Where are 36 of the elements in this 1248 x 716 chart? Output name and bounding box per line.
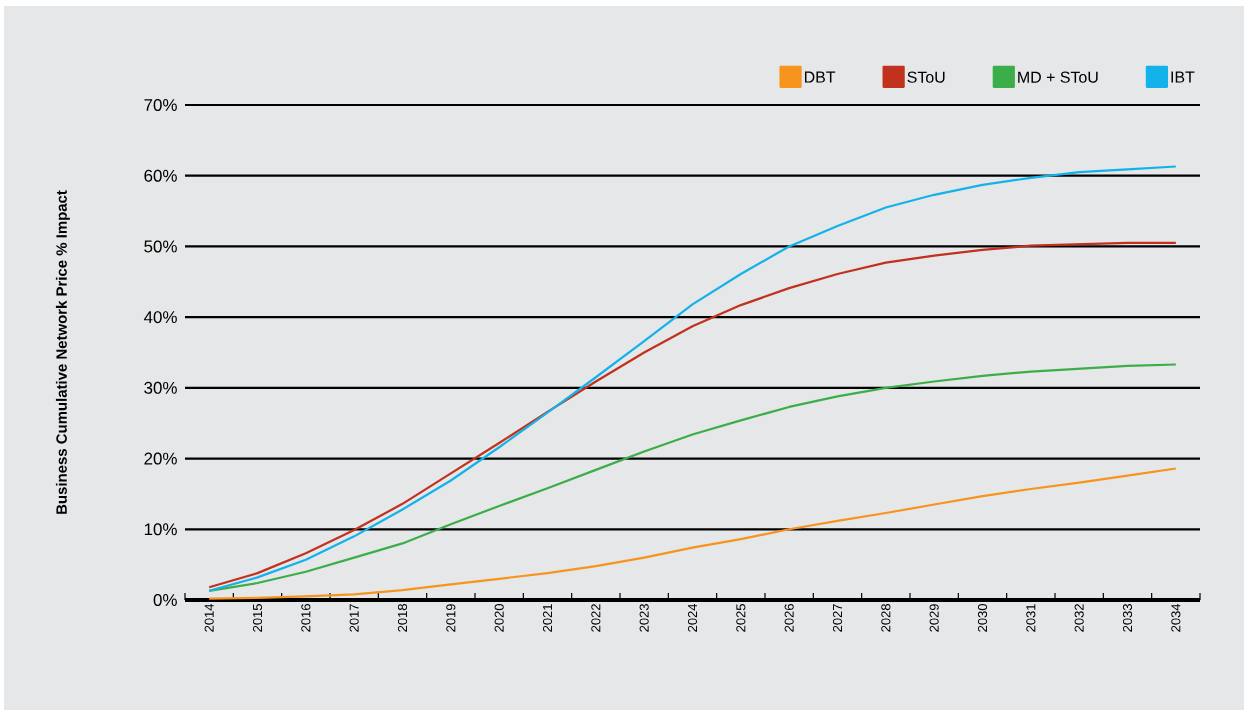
x-tick-label: 2033 (1122, 604, 1133, 632)
y-tick-label: 50% (144, 240, 177, 253)
x-tick-label: 2014 (204, 603, 214, 632)
x-tick-label: 2026 (784, 604, 794, 632)
x-tick-label: 2032 (1074, 604, 1084, 632)
y-tick-label: 40% (143, 311, 177, 324)
y-axis-title: Business Cumulative Network Price % Impact (55, 190, 70, 514)
x-tick-label: 2024 (687, 603, 698, 632)
x-tick-label: 2018 (397, 604, 408, 632)
x-tick-label: 2029 (929, 604, 939, 632)
x-tick-label: 2016 (301, 604, 311, 632)
x-tick-label: 2023 (639, 604, 649, 632)
x-tick-label: 2031 (1026, 604, 1036, 632)
y-tick-label: 20% (144, 452, 177, 465)
x-tick-label: 2020 (494, 604, 504, 632)
x-tick-label: 2034 (1171, 603, 1181, 632)
x-tick-label: 2027 (832, 604, 843, 632)
x-tick-label: 2022 (591, 604, 601, 632)
x-tick-label: 2028 (881, 604, 891, 632)
x-tick-label: 2021 (542, 604, 553, 632)
y-tick-label: 70% (144, 99, 177, 111)
y-tick-label: 30% (144, 381, 177, 394)
y-tick-label: 0% (153, 594, 177, 606)
x-tick-label: 2019 (446, 604, 456, 632)
legend-label: SToU (907, 71, 945, 83)
y-tick-label: 10% (144, 523, 177, 536)
y-tick-label: 60% (144, 169, 177, 182)
x-tick-label: 2017 (349, 604, 359, 632)
legend-label: IBT (1171, 71, 1195, 83)
line-series (208, 165, 1177, 592)
legend-label: MD + SToU (1018, 71, 1098, 83)
x-tick-label: 2030 (977, 604, 988, 632)
legend-label: DBT (804, 71, 836, 83)
line-series (208, 467, 1177, 600)
x-tick-label: 2015 (252, 604, 263, 632)
x-tick-label: 2025 (736, 604, 746, 632)
